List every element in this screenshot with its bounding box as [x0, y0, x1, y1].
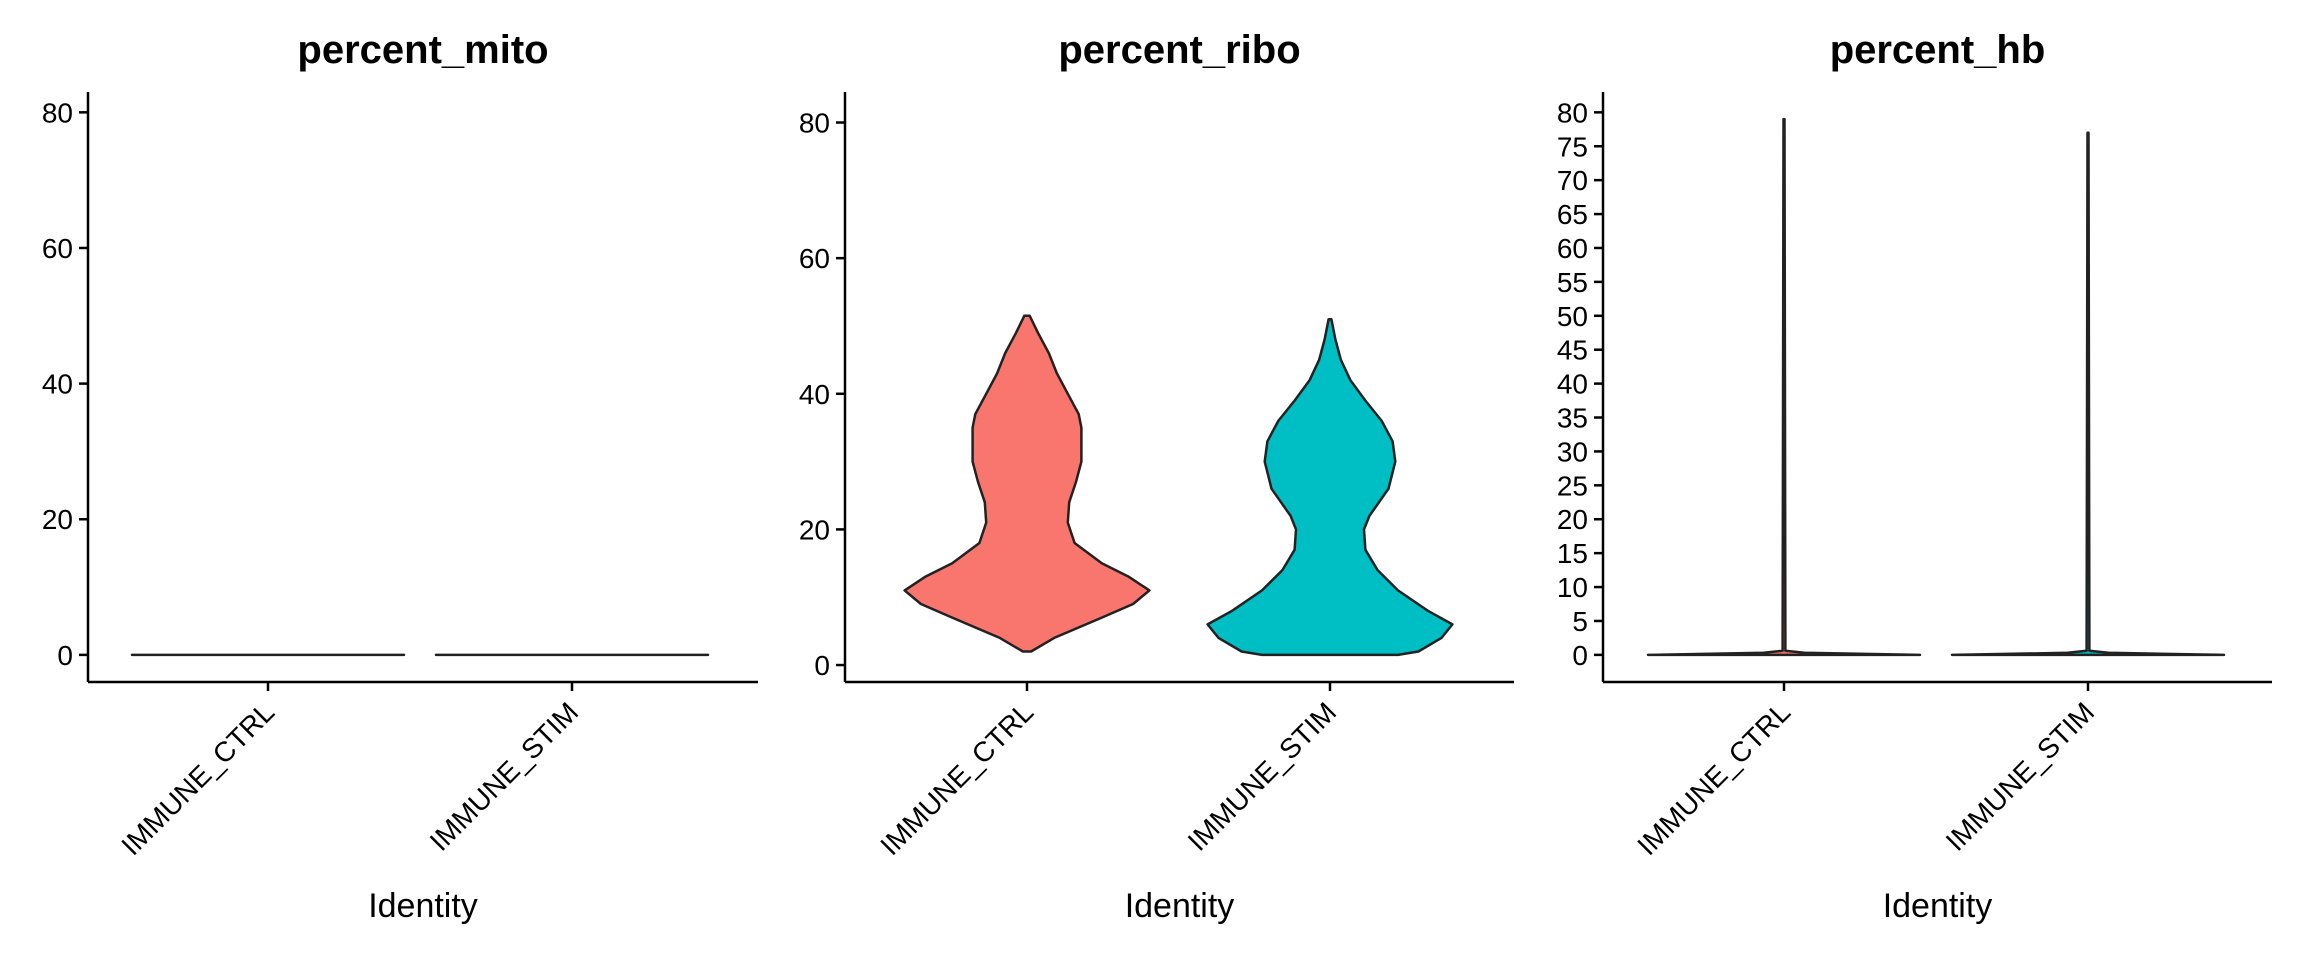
- y-tick-label: 15: [1557, 538, 1588, 569]
- y-tick-label: 80: [799, 108, 830, 139]
- y-tick-label: 25: [1557, 470, 1588, 501]
- x-axis-title: Identity: [1883, 887, 1993, 925]
- y-tick-label: 80: [1557, 97, 1588, 128]
- x-axis-title: Identity: [1125, 887, 1235, 925]
- y-tick-label: 75: [1557, 131, 1588, 162]
- y-tick-label: 20: [1557, 504, 1588, 535]
- y-tick-label: 40: [42, 369, 73, 400]
- panel-2: percent_ribo 0 20 40 60 80 IMMUNE_CTRL IMMUNE_S…: [799, 28, 1514, 925]
- y-tick-label: 30: [1557, 436, 1588, 467]
- y-tick-label: 0: [57, 640, 73, 671]
- y-tick-label: 45: [1557, 335, 1588, 366]
- y-tick-label: 70: [1557, 165, 1588, 196]
- panel-title: percent_ribo: [1058, 28, 1300, 72]
- y-tick-label: 60: [42, 233, 73, 264]
- y-tick-label: 40: [1557, 369, 1588, 400]
- panel-title: percent_mito: [297, 28, 548, 72]
- x-axis-title: Identity: [368, 887, 478, 925]
- y-tick-label: 0: [1572, 640, 1588, 671]
- y-tick-label: 65: [1557, 199, 1588, 230]
- y-tick-label: 50: [1557, 301, 1588, 332]
- y-tick-label: 60: [1557, 233, 1588, 264]
- panel-title: percent_hb: [1830, 28, 2046, 72]
- x-tick-label: IMMUNE_STIM: [424, 696, 585, 857]
- violin-immune-stim: [1206, 317, 1454, 657]
- y-tick-label: 20: [799, 514, 830, 545]
- y-tick-label: 0: [814, 650, 830, 681]
- x-tick-label: IMMUNE_STIM: [1940, 696, 2101, 857]
- x-tick-label: IMMUNE_CTRL: [115, 696, 280, 861]
- y-tick-label: 35: [1557, 403, 1588, 434]
- violin-immune-ctrl: [903, 314, 1151, 653]
- y-tick-label: 5: [1572, 606, 1588, 637]
- violin-immune-ctrl: [1646, 117, 1922, 657]
- y-tick-label: 55: [1557, 267, 1588, 298]
- x-tick-label: IMMUNE_CTRL: [1631, 696, 1796, 861]
- x-tick-label: IMMUNE_STIM: [1182, 696, 1343, 857]
- y-tick-label: 80: [42, 97, 73, 128]
- y-tick-label: 10: [1557, 572, 1588, 603]
- panel-1: percent_mito 0 20 40 60 80 IMMUNE_CTRL IMMUNE_S…: [42, 28, 758, 925]
- panel-3: percent_hb 051015202530354045505560657075…: [1557, 28, 2272, 925]
- y-tick-label: 40: [799, 379, 830, 410]
- violin-immune-stim: [1950, 131, 2226, 657]
- y-tick-label: 20: [42, 504, 73, 535]
- y-tick-label: 60: [799, 243, 830, 274]
- x-tick-label: IMMUNE_CTRL: [874, 696, 1039, 861]
